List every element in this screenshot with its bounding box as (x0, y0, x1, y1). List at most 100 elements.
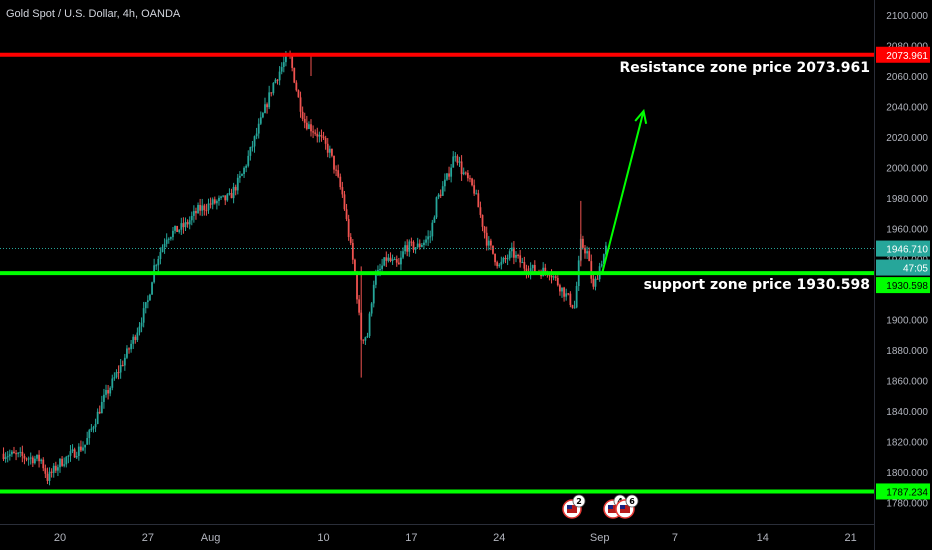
candle-body (234, 186, 237, 191)
candle-body (15, 453, 17, 455)
candle-body (544, 267, 547, 272)
candle-body (4, 457, 7, 460)
candle-body (320, 135, 323, 137)
y-tick-label: 2000.000 (886, 163, 928, 174)
candle-body (272, 83, 275, 94)
candle-body (73, 449, 76, 458)
candle-body (510, 247, 513, 252)
x-tick-label: Sep (590, 532, 610, 544)
candle-body (259, 117, 262, 124)
candle-body (226, 194, 229, 201)
candle-body (6, 456, 9, 458)
candle-body (136, 332, 139, 340)
candle-body (454, 156, 457, 158)
y-tick-label: 1840.000 (886, 407, 928, 418)
candle-body (100, 401, 103, 414)
candle-body (441, 186, 444, 196)
candle-body (27, 458, 30, 460)
candle-body (61, 458, 63, 466)
candle-body (368, 313, 371, 336)
candle-body (276, 79, 279, 81)
candle-body (406, 245, 409, 252)
candle-body (515, 254, 517, 258)
candle-body (519, 255, 522, 263)
candle-body (356, 273, 358, 300)
candle-body (494, 253, 496, 263)
candle-body (582, 238, 584, 248)
candle-body (462, 172, 465, 175)
candle-body (82, 447, 84, 451)
candle-body (67, 455, 70, 457)
candle-body (314, 132, 317, 134)
candle-body (343, 194, 346, 210)
candle-body (504, 257, 507, 260)
current-price-tag-bg (876, 240, 930, 257)
candle-body (385, 257, 388, 261)
candle-body (115, 372, 118, 378)
candle-body (437, 194, 440, 198)
candle-body (238, 175, 241, 178)
candle-body (565, 293, 568, 297)
candle-body (500, 261, 503, 265)
candle-body (52, 465, 55, 473)
event-count-badge (625, 494, 639, 508)
candle-body (310, 124, 312, 132)
candle-body (65, 456, 68, 465)
x-tick-label: 21 (845, 532, 857, 544)
candle-body (460, 161, 463, 175)
candle-body (364, 337, 367, 341)
candle-body (282, 62, 285, 68)
candle-body (92, 427, 95, 429)
x-tick-label: 20 (54, 532, 66, 544)
candle-body (98, 411, 101, 414)
candle-body (90, 428, 93, 431)
us-flag-canton (620, 505, 625, 509)
candle-body (458, 161, 461, 163)
candle-body (140, 322, 143, 327)
candle-body (40, 459, 43, 462)
candle-body (573, 307, 576, 309)
projection-arrow[interactable] (601, 110, 645, 274)
y-tick-label: 1900.000 (886, 316, 928, 327)
candle-body (161, 247, 164, 252)
candle-body (414, 247, 417, 250)
candle-body (63, 464, 66, 466)
candle-body (333, 155, 335, 170)
candle-body (397, 262, 400, 265)
candle-body (44, 468, 47, 474)
candle-body (341, 187, 344, 195)
event-count-badge (572, 494, 586, 508)
candle-body (517, 254, 519, 256)
candle-body (312, 131, 314, 133)
candle-body (531, 264, 534, 269)
candle-body (77, 446, 80, 456)
candle-body (349, 237, 352, 243)
candle-body (88, 430, 91, 439)
candle-body (571, 304, 574, 308)
candle-body (155, 265, 158, 267)
candle-body (75, 455, 78, 458)
candle-body (347, 219, 350, 238)
candle-body (556, 277, 559, 286)
candle-body (247, 155, 250, 166)
candle-body (381, 265, 384, 269)
candle-body (105, 389, 107, 395)
candle-body (25, 458, 28, 460)
candle-body (425, 239, 427, 243)
candle-body (337, 170, 340, 177)
y-tick-label: 1860.000 (886, 377, 928, 388)
candle-body (452, 156, 455, 168)
candle-body (293, 67, 296, 83)
candle-body (71, 449, 74, 452)
candle-body (525, 268, 528, 273)
candle-body (257, 123, 260, 134)
resistance-annotation: Resistance zone price 2073.961 (619, 60, 870, 76)
candle-body (174, 225, 176, 231)
candle-body (433, 217, 436, 223)
x-tick-label: 10 (317, 532, 329, 544)
candle-body (159, 251, 162, 259)
candle-body (266, 104, 268, 108)
candle-body (471, 178, 473, 186)
candle-body (134, 336, 137, 340)
